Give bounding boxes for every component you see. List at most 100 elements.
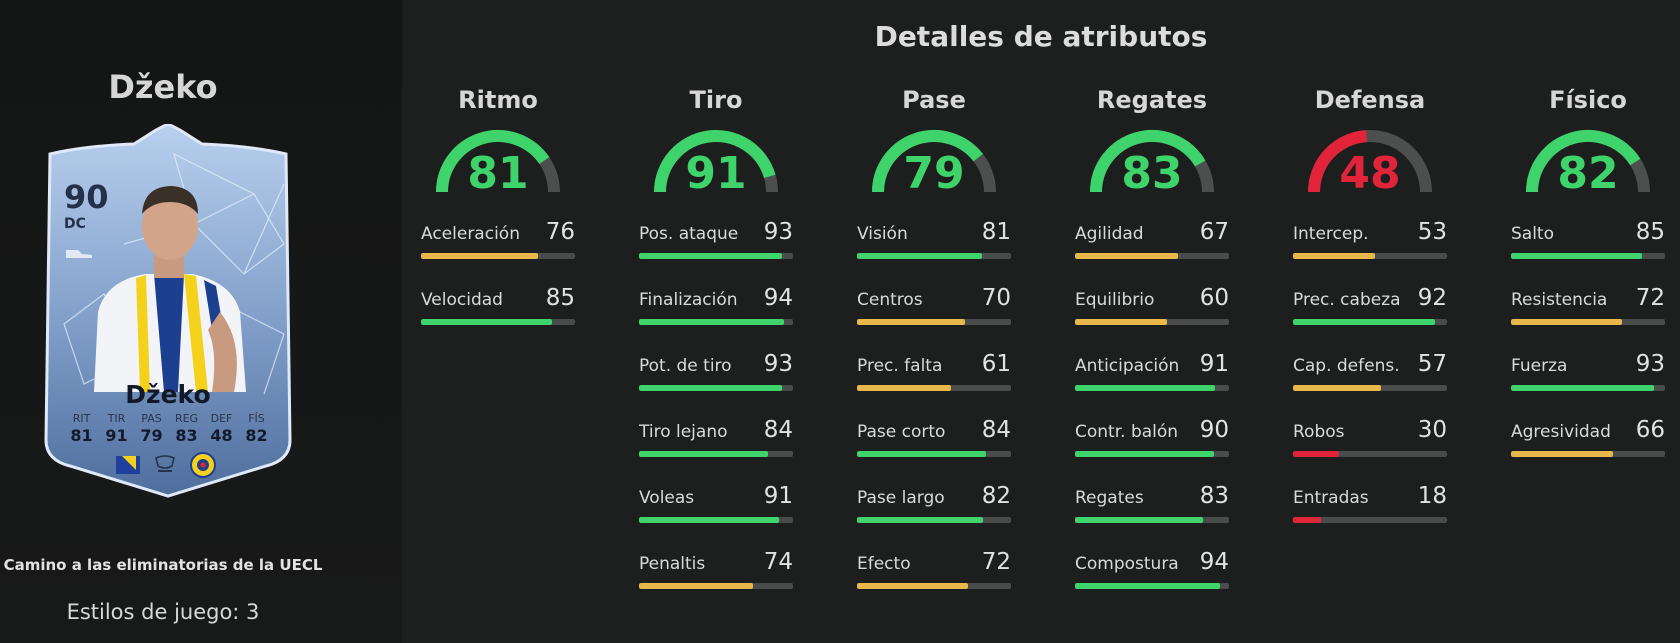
attribute-name: Cap. defens. (1293, 356, 1400, 376)
gauge-fill (436, 130, 550, 193)
attribute-name: Regates (1075, 488, 1144, 508)
attribute-name: Pase corto (857, 422, 946, 442)
attribute-row[interactable]: Agilidad 67 (1075, 206, 1229, 272)
attribute-bar (1293, 517, 1447, 523)
attribute-name: Intercep. (1293, 224, 1369, 244)
category-value: 83 (1121, 148, 1183, 199)
category-gauge: 91 (651, 124, 781, 199)
category-title: Tiro (689, 86, 743, 114)
attribute-name: Tiro lejano (639, 422, 728, 442)
gauge-fill (1526, 130, 1641, 193)
attribute-value: 84 (981, 417, 1011, 443)
player-panel: Džeko (0, 0, 402, 643)
attribute-bar (639, 517, 793, 523)
attribute-row[interactable]: Salto 85 (1511, 206, 1665, 272)
attribute-row[interactable]: Agresividad 66 (1511, 404, 1665, 470)
attribute-row[interactable]: Fuerza 93 (1511, 338, 1665, 404)
card-stat: RIT 81 (64, 412, 99, 445)
player-card[interactable]: 90 DC Džeko RIT 81 TIR 91 PAS 79 REG 83 DEF 4… (44, 124, 292, 499)
attribute-row[interactable]: Visión 81 (857, 206, 1011, 272)
attribute-row[interactable]: Voleas 91 (639, 470, 793, 536)
attribute-name: Contr. balón (1075, 422, 1179, 442)
attribute-bar-fill (421, 319, 552, 325)
attribute-row[interactable]: Contr. balón 90 (1075, 404, 1229, 470)
attribute-row[interactable]: Cap. defens. 57 (1293, 338, 1447, 404)
category-gauge: 48 (1305, 124, 1435, 199)
attribute-row[interactable]: Penaltis 74 (639, 536, 793, 602)
attribute-row[interactable]: Pase largo 82 (857, 470, 1011, 536)
attribute-value: 53 (1417, 219, 1447, 245)
category-value: 81 (467, 148, 529, 199)
attribute-row[interactable]: Entradas 18 (1293, 470, 1447, 536)
attribute-bar-fill (857, 517, 984, 523)
attribute-name: Salto (1511, 224, 1554, 244)
attribute-bar (1075, 583, 1229, 589)
card-stat-label: FÍS (248, 412, 265, 425)
card-rating: 90 (64, 178, 109, 216)
attribute-bar (1293, 319, 1447, 325)
attribute-value: 91 (1199, 351, 1229, 377)
attribute-bar-fill (1293, 385, 1381, 391)
attribute-bar-fill (639, 253, 783, 259)
attribute-row[interactable]: Velocidad 85 (421, 272, 575, 338)
category-gauge: 79 (869, 124, 999, 199)
attribute-bar-fill (1075, 583, 1220, 589)
player-portrait (94, 186, 246, 392)
attribute-name: Fuerza (1511, 356, 1568, 376)
attribute-row[interactable]: Tiro lejano 84 (639, 404, 793, 470)
attribute-row[interactable]: Efecto 72 (857, 536, 1011, 602)
category-regates: Regates 83 Agilidad 67 Equilibrio 60 Anticipac… (1075, 86, 1229, 602)
attribute-value: 70 (981, 285, 1011, 311)
attribute-bar-fill (857, 319, 965, 325)
attribute-name: Prec. cabeza (1293, 290, 1401, 310)
card-stat-value: 91 (105, 426, 128, 445)
attribute-row[interactable]: Robos 30 (1293, 404, 1447, 470)
attribute-bar-fill (639, 451, 769, 457)
attribute-value: 93 (763, 219, 793, 245)
attribute-name: Penaltis (639, 554, 706, 574)
category-title: Pase (902, 86, 966, 114)
card-stat-value: 79 (140, 426, 163, 445)
attribute-bar (857, 517, 1011, 523)
attribute-row[interactable]: Prec. cabeza 92 (1293, 272, 1447, 338)
attribute-value: 91 (763, 483, 793, 509)
attribute-bar-fill (1511, 319, 1622, 325)
attribute-row[interactable]: Compostura 94 (1075, 536, 1229, 602)
card-stat: REG 83 (169, 412, 204, 445)
attribute-name: Centros (857, 290, 923, 310)
attribute-value: 30 (1417, 417, 1447, 443)
attribute-bar-fill (639, 583, 753, 589)
attribute-row[interactable]: Resistencia 72 (1511, 272, 1665, 338)
attribute-name: Robos (1293, 422, 1345, 442)
attribute-row[interactable]: Pos. ataque 93 (639, 206, 793, 272)
attribute-bar-fill (1511, 385, 1655, 391)
attribute-row[interactable]: Finalización 94 (639, 272, 793, 338)
attribute-bar-fill (1075, 385, 1216, 391)
attribute-bar (1075, 451, 1229, 457)
attribute-row[interactable]: Pase corto 84 (857, 404, 1011, 470)
card-badges (116, 452, 216, 478)
category-tiro: Tiro 91 Pos. ataque 93 Finalización 94 Pot. de… (639, 86, 793, 602)
attribute-bar-fill (639, 385, 783, 391)
attribute-row[interactable]: Regates 83 (1075, 470, 1229, 536)
attribute-bar-fill (1293, 253, 1375, 259)
attribute-row[interactable]: Equilibrio 60 (1075, 272, 1229, 338)
attribute-value: 93 (763, 351, 793, 377)
gauge-arc (1308, 130, 1432, 193)
attribute-bar-fill (1293, 517, 1321, 523)
playstyles-count[interactable]: Estilos de juego: 3 (66, 600, 260, 624)
attribute-row[interactable]: Anticipación 91 (1075, 338, 1229, 404)
attribute-row[interactable]: Intercep. 53 (1293, 206, 1447, 272)
gauge-arc (654, 130, 778, 193)
attribute-row[interactable]: Pot. de tiro 93 (639, 338, 793, 404)
gauge-fill (1308, 130, 1368, 193)
attribute-row[interactable]: Prec. falta 61 (857, 338, 1011, 404)
attribute-row[interactable]: Aceleración 76 (421, 206, 575, 272)
attribute-bar (1511, 385, 1665, 391)
attribute-row[interactable]: Centros 70 (857, 272, 1011, 338)
category-ritmo: Ritmo 81 Aceleración 76 Velocidad 85 (421, 86, 575, 338)
category-gauge: 83 (1087, 124, 1217, 199)
attribute-bar (639, 319, 793, 325)
attribute-value: 85 (545, 285, 575, 311)
card-stats: RIT 81 TIR 91 PAS 79 REG 83 DEF 48 FÍS 82 (64, 412, 274, 445)
